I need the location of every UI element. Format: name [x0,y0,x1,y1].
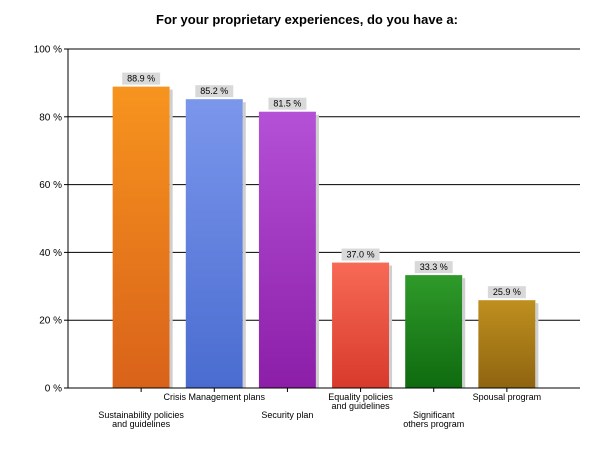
data-label: 33.3 % [420,262,448,272]
y-tick-label: 40 % [39,248,62,259]
data-label: 25.9 % [493,287,521,297]
y-axis-ticks: 0 % 20 % 40 % 60 % 80 % 100 % [34,45,68,395]
category-label: and guidelines [112,419,171,429]
y-tick-label: 100 % [34,45,62,56]
category-label: and guidelines [332,401,391,411]
bars: 88.9 % 85.2 % 81.5 % 37.0 % 33.3 % 25.9 % [112,72,539,388]
data-label: 85.2 % [200,86,228,96]
category-label: Security plan [261,410,313,420]
bar-shadow [242,102,246,388]
category-label: Equality policies [328,392,393,402]
data-label: 88.9 % [127,74,155,84]
data-label-box [122,72,161,85]
bar [185,99,243,388]
category-label: others program [403,419,464,429]
category-label: Crisis Management plans [164,392,266,402]
data-label-box [487,286,526,299]
category-label: Spousal program [473,392,542,402]
data-label-box [195,85,234,98]
bar-shadow [462,278,466,388]
data-label: 81.5 % [273,99,301,109]
data-label-box [341,248,380,261]
bar [478,300,536,388]
bar [405,275,463,388]
category-label: Sustainability policies [98,410,184,420]
y-tick-label: 60 % [39,180,62,191]
bar [258,111,316,388]
data-label-box [414,261,453,274]
chart-title: For your proprietary experiences, do you… [156,12,458,27]
data-label-box [268,97,307,110]
y-tick-label: 20 % [39,316,62,327]
bar [112,86,170,388]
bar-shadow [169,89,173,388]
data-label: 37.0 % [347,250,375,260]
y-tick-label: 0 % [45,384,62,395]
bar-shadow [535,303,539,388]
bar-shadow [389,265,393,388]
axes [67,49,580,389]
bar [332,262,390,388]
bar-shadow [315,114,319,388]
category-label: Significant [413,410,455,420]
y-tick-label: 80 % [39,112,62,123]
